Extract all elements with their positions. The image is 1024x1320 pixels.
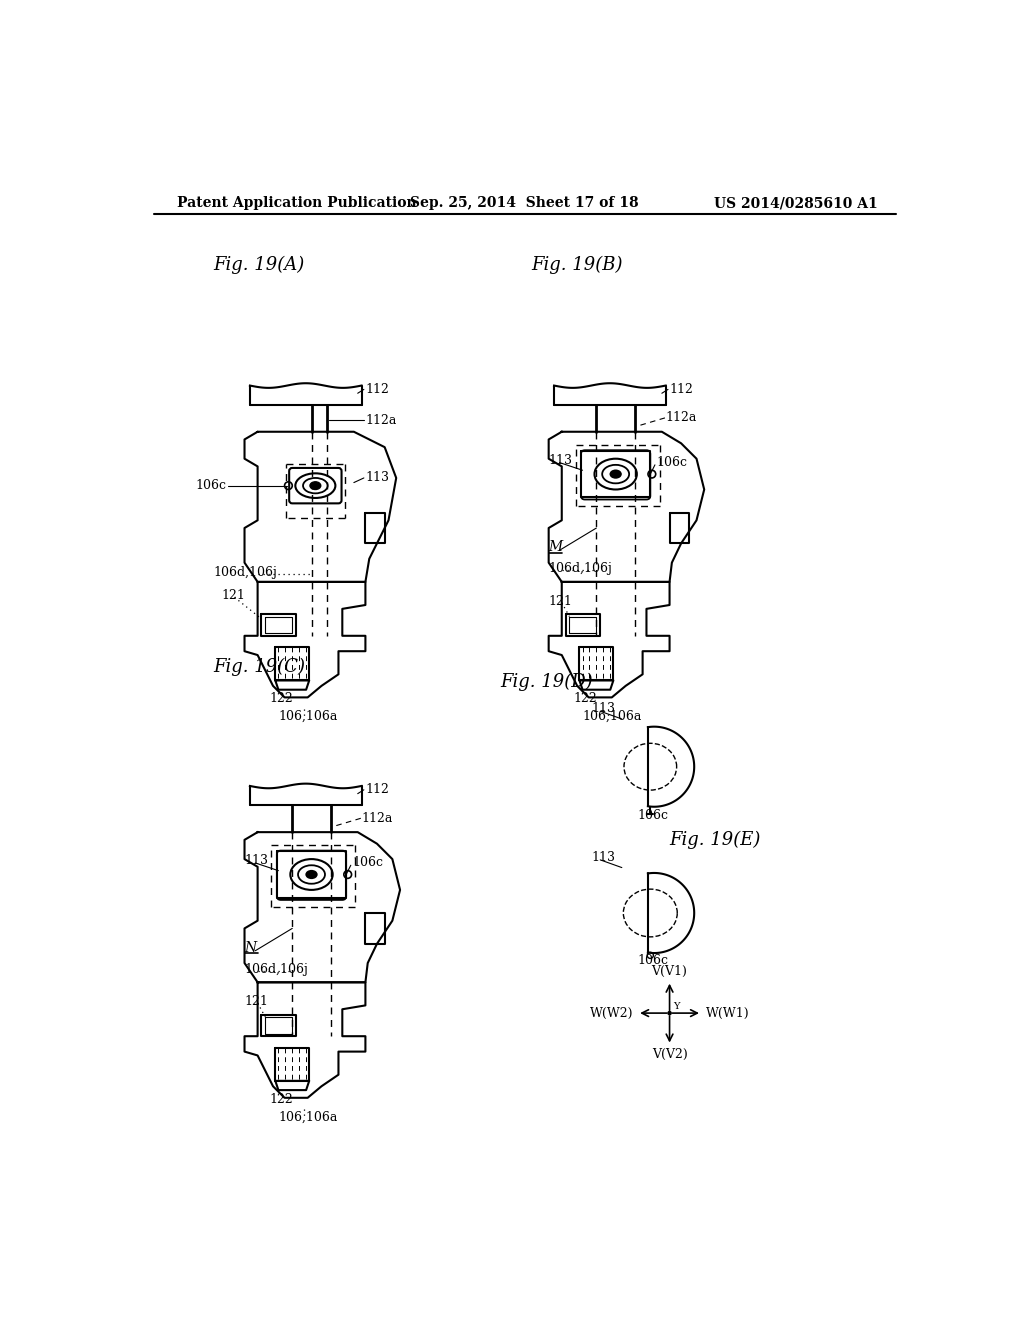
Text: Y: Y	[673, 1002, 679, 1011]
Polygon shape	[549, 582, 670, 697]
Text: Fig. 19(D): Fig. 19(D)	[500, 673, 593, 692]
Text: 106,106a: 106,106a	[278, 710, 337, 723]
Text: 121: 121	[221, 589, 246, 602]
Text: 112a: 112a	[361, 812, 393, 825]
Text: 106d,106j: 106d,106j	[214, 566, 278, 579]
Text: W(W2): W(W2)	[590, 1007, 634, 1019]
Text: Fig. 19(B): Fig. 19(B)	[531, 256, 623, 273]
Text: 121: 121	[549, 594, 572, 607]
Text: 106c: 106c	[352, 857, 383, 870]
Text: 113: 113	[591, 851, 615, 865]
Circle shape	[668, 1011, 672, 1015]
Text: 106c: 106c	[656, 455, 687, 469]
Text: V(V2): V(V2)	[651, 1048, 687, 1061]
Ellipse shape	[609, 470, 622, 479]
Text: 122: 122	[269, 693, 293, 705]
Polygon shape	[245, 832, 400, 982]
Text: 112a: 112a	[666, 412, 697, 425]
Text: 121: 121	[245, 995, 268, 1008]
Text: 112: 112	[366, 383, 389, 396]
Text: 106,106a: 106,106a	[278, 1110, 337, 1123]
Ellipse shape	[305, 870, 317, 879]
Text: 113: 113	[591, 702, 615, 715]
Text: US 2014/0285610 A1: US 2014/0285610 A1	[714, 197, 878, 210]
Text: 113: 113	[366, 471, 389, 484]
Text: Patent Application Publication: Patent Application Publication	[177, 197, 417, 210]
Text: 106d,106j: 106d,106j	[549, 562, 612, 576]
Polygon shape	[245, 432, 396, 582]
Text: Fig. 19(C): Fig. 19(C)	[214, 657, 306, 676]
Polygon shape	[245, 582, 366, 697]
Text: Sep. 25, 2014  Sheet 17 of 18: Sep. 25, 2014 Sheet 17 of 18	[411, 197, 639, 210]
Ellipse shape	[310, 482, 321, 490]
Text: 112: 112	[366, 783, 389, 796]
Text: Fig. 19(E): Fig. 19(E)	[670, 830, 761, 849]
Text: 106c: 106c	[637, 809, 668, 822]
Text: 106,106a: 106,106a	[582, 710, 641, 723]
Text: N: N	[245, 941, 257, 954]
Text: 106c: 106c	[637, 954, 668, 968]
Text: Fig. 19(A): Fig. 19(A)	[214, 256, 305, 273]
Text: 106d,106j: 106d,106j	[245, 962, 308, 975]
Polygon shape	[549, 432, 705, 582]
Text: 112a: 112a	[366, 413, 396, 426]
Text: 106c: 106c	[196, 479, 226, 492]
Text: 122: 122	[269, 1093, 293, 1106]
Text: W(W1): W(W1)	[706, 1007, 750, 1019]
Text: M: M	[549, 540, 563, 554]
Text: 112: 112	[670, 383, 693, 396]
Text: 113: 113	[245, 854, 268, 867]
Polygon shape	[245, 982, 366, 1098]
Text: 113: 113	[549, 454, 572, 467]
Text: 122: 122	[573, 693, 598, 705]
Text: V(V1): V(V1)	[651, 965, 687, 978]
